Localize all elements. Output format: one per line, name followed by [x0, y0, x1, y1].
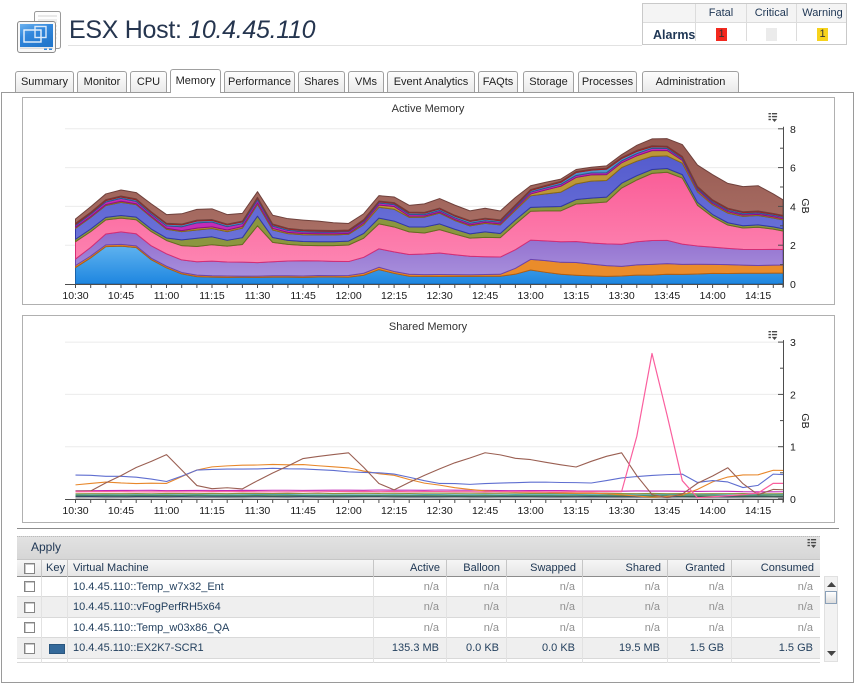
- svg-text:13:45: 13:45: [654, 505, 680, 517]
- svg-text:11:30: 11:30: [245, 290, 271, 302]
- svg-text:3: 3: [790, 337, 796, 349]
- svg-text:11:00: 11:00: [154, 290, 180, 302]
- svg-text:13:00: 13:00: [517, 505, 543, 517]
- svg-text:12:15: 12:15: [381, 505, 407, 517]
- svg-text:11:15: 11:15: [199, 505, 225, 517]
- svg-text:6: 6: [790, 163, 796, 175]
- svg-text:10:45: 10:45: [108, 290, 134, 302]
- svg-text:12:30: 12:30: [426, 290, 452, 302]
- svg-text:10:45: 10:45: [108, 505, 134, 517]
- svg-text:13:30: 13:30: [608, 290, 634, 302]
- svg-text:1: 1: [790, 442, 796, 454]
- svg-text:11:45: 11:45: [290, 505, 316, 517]
- svg-text:13:45: 13:45: [654, 290, 680, 302]
- svg-text:11:00: 11:00: [154, 505, 180, 517]
- svg-text:12:15: 12:15: [381, 290, 407, 302]
- svg-text:4: 4: [790, 201, 796, 213]
- svg-text:Shared Memory: Shared Memory: [389, 321, 468, 333]
- svg-text:GB: GB: [799, 198, 811, 213]
- svg-text:0: 0: [790, 494, 796, 506]
- svg-text:14:15: 14:15: [745, 505, 771, 517]
- svg-text:Active Memory: Active Memory: [392, 103, 465, 115]
- svg-text:12:00: 12:00: [335, 290, 361, 302]
- svg-text:12:45: 12:45: [472, 505, 498, 517]
- svg-text:12:00: 12:00: [335, 505, 361, 517]
- svg-text:14:00: 14:00: [699, 290, 725, 302]
- svg-text:11:45: 11:45: [290, 290, 316, 302]
- svg-text:10:30: 10:30: [62, 290, 88, 302]
- svg-text:8: 8: [790, 124, 796, 136]
- svg-text:2: 2: [790, 389, 796, 401]
- svg-text:14:15: 14:15: [745, 290, 771, 302]
- svg-text:10:30: 10:30: [62, 505, 88, 517]
- svg-text:2: 2: [790, 240, 796, 252]
- svg-text:12:30: 12:30: [426, 505, 452, 517]
- svg-text:11:30: 11:30: [245, 505, 271, 517]
- svg-text:12:45: 12:45: [472, 290, 498, 302]
- svg-text:GB: GB: [799, 413, 811, 428]
- svg-text:13:15: 13:15: [563, 505, 589, 517]
- svg-text:13:15: 13:15: [563, 290, 589, 302]
- svg-text:0: 0: [790, 279, 796, 291]
- svg-text:14:00: 14:00: [699, 505, 725, 517]
- svg-text:13:30: 13:30: [608, 505, 634, 517]
- svg-text:13:00: 13:00: [517, 290, 543, 302]
- svg-text:11:15: 11:15: [199, 290, 225, 302]
